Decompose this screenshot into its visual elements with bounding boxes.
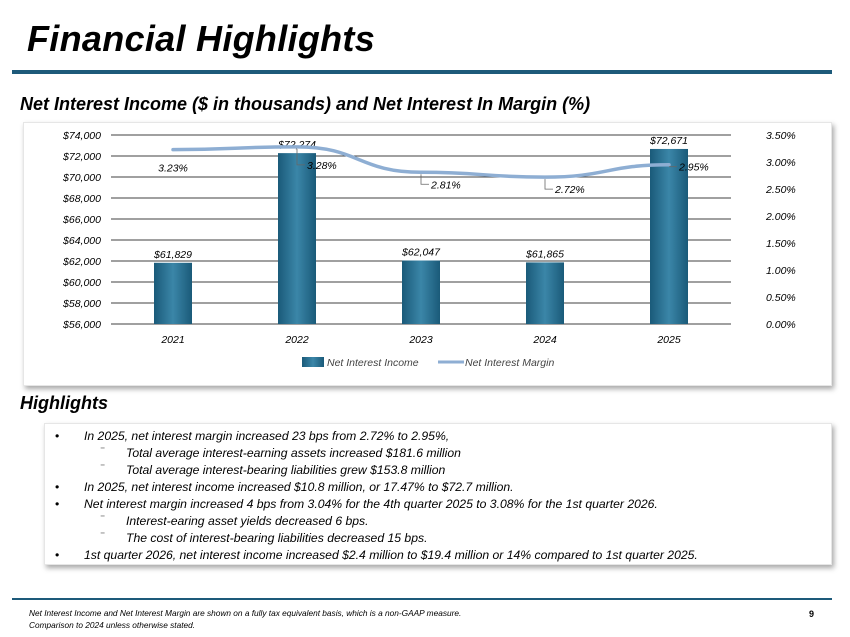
- y-tick-right: 1.00%: [766, 265, 796, 277]
- y-tick-left: $66,000: [62, 214, 101, 226]
- bar: [650, 148, 688, 324]
- title-divider: [12, 70, 832, 74]
- legend-label: Net Interest Income: [327, 357, 419, 369]
- dash-icon: ⁻: [100, 462, 106, 473]
- highlight-subitem: ⁻ The cost of interest-bearing liabilitie…: [45, 530, 831, 547]
- x-tick-label: 2024: [532, 334, 557, 346]
- bar-data-label: $61,865: [525, 248, 564, 260]
- y-tick-right: 2.50%: [765, 184, 796, 196]
- x-tick-label: 2023: [408, 334, 433, 346]
- legend-swatch-bar: [302, 357, 324, 367]
- highlight-item: • In 2025, net interest income increased …: [55, 480, 514, 494]
- highlight-item: • Net interest margin increased 4 bps fro…: [55, 497, 658, 511]
- bar: [526, 262, 564, 324]
- footer-divider: [12, 598, 832, 600]
- margin-data-label: 3.28%: [307, 160, 337, 172]
- bullet-icon: •: [55, 480, 60, 494]
- bar-data-label: $62,047: [401, 247, 441, 259]
- dash-icon: ⁻: [100, 513, 106, 524]
- y-tick-left: $70,000: [62, 172, 101, 184]
- bar: [402, 260, 440, 324]
- y-tick-right: 2.00%: [765, 211, 796, 223]
- margin-data-label: 2.95%: [678, 162, 709, 174]
- margin-data-label: 2.72%: [554, 184, 585, 196]
- y-tick-left: $62,000: [62, 256, 101, 268]
- y-tick-right: 1.50%: [766, 238, 796, 250]
- label-leader: [544, 179, 553, 190]
- footnote-line: Net Interest Income and Net Interest Mar…: [29, 608, 462, 618]
- y-tick-left: $74,000: [62, 130, 101, 142]
- y-tick-right: 3.50%: [766, 130, 796, 142]
- highlights-box: • In 2025, net interest margin increased …: [44, 423, 832, 565]
- x-tick-label: 2021: [160, 334, 184, 346]
- margin-data-label: 3.23%: [158, 163, 188, 175]
- chart-heading: Net Interest Income ($ in thousands) and…: [20, 94, 591, 114]
- bullet-icon: •: [55, 548, 60, 562]
- y-tick-left: $60,000: [62, 277, 101, 289]
- highlights-list: • In 2025, net interest margin increased …: [45, 424, 831, 564]
- y-tick-left: $72,000: [62, 151, 101, 163]
- highlights-heading: Highlights: [20, 393, 108, 413]
- bullet-icon: •: [55, 429, 60, 443]
- page-number: 9: [809, 609, 815, 619]
- y-tick-right: 3.00%: [766, 157, 796, 169]
- y-tick-left: $58,000: [62, 298, 101, 310]
- label-leader: [420, 174, 429, 185]
- y-tick-left: $68,000: [62, 193, 101, 205]
- legend-label: Net Interest Margin: [465, 357, 554, 369]
- y-tick-right: 0.00%: [766, 319, 796, 331]
- highlight-subitem: ⁻ Total average interest-earning assets i…: [45, 445, 831, 462]
- y-tick-left: $64,000: [62, 235, 101, 247]
- combo-chart: $56,000 $58,000 $60,000 $62,000 $64,000 $66,0…: [62, 130, 796, 369]
- highlight-item: • In 2025, net interest margin increased …: [55, 429, 450, 443]
- highlight-subitem: ⁻ Total average interest-bearing liabilit…: [45, 462, 831, 479]
- bar: [154, 262, 192, 324]
- bar-data-label: $61,829: [153, 249, 192, 261]
- y-tick-right: 0.50%: [766, 292, 796, 304]
- highlight-subitem: ⁻ Interest-earing asset yields decreased …: [45, 513, 831, 530]
- bullet-icon: •: [55, 497, 60, 511]
- margin-line: [171, 145, 671, 179]
- y-tick-left: $56,000: [62, 319, 101, 331]
- bar: [278, 153, 316, 324]
- margin-data-label: 2.81%: [430, 179, 461, 191]
- x-tick-label: 2022: [284, 334, 309, 346]
- bar-data-label: $72,274: [277, 139, 316, 151]
- highlight-item: • 1st quarter 2026, net interest income i…: [55, 548, 698, 562]
- footnote: Net Interest Income and Net Interest Mar…: [29, 607, 461, 631]
- footnote-line: Comparison to 2024 unless otherwise stat…: [29, 620, 196, 630]
- dash-icon: ⁻: [100, 530, 106, 541]
- page-title: Financial Highlights: [27, 18, 376, 59]
- label-leader: [296, 148, 305, 166]
- bar-data-label: $72,671: [649, 135, 688, 147]
- x-tick-label: 2025: [656, 334, 681, 346]
- chart-container: $56,000 $58,000 $60,000 $62,000 $64,000 $66,0…: [23, 122, 832, 386]
- dash-icon: ⁻: [100, 445, 106, 456]
